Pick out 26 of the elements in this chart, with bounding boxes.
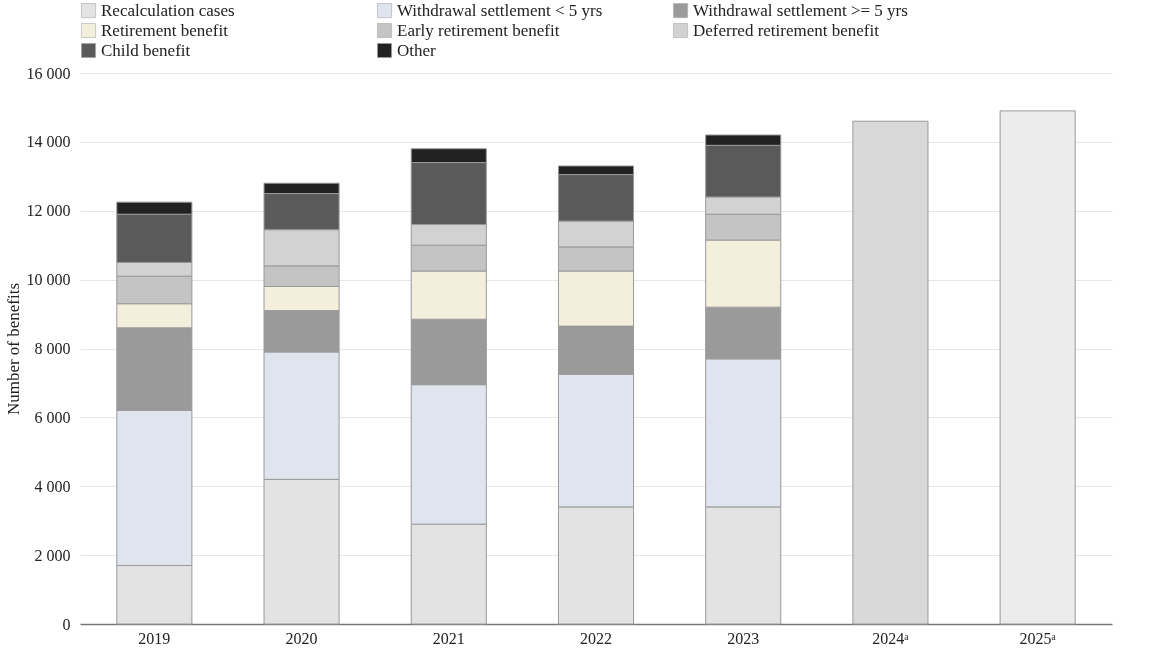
y-tick-label: 14 000 bbox=[26, 133, 71, 151]
legend-label: Deferred retirement benefit bbox=[693, 20, 880, 40]
y-tick-label: 12 000 bbox=[26, 202, 71, 220]
legend-label: Other bbox=[397, 40, 437, 60]
y-tick-label: 4 000 bbox=[34, 477, 71, 495]
y-tick-label: 8 000 bbox=[34, 340, 71, 357]
x-tick-label: 2020 bbox=[285, 629, 318, 647]
legend-label: Early retirement benefit bbox=[397, 20, 560, 40]
x-tick-label: 2022 bbox=[580, 629, 612, 647]
y-tick-label: 6 000 bbox=[34, 408, 71, 426]
x-tick-label: 2019 bbox=[138, 629, 171, 647]
legend-label: Child benefit bbox=[101, 40, 191, 60]
y-tick-label: 0 bbox=[62, 615, 71, 633]
x-tick-label: 2024ᵃ bbox=[872, 629, 910, 647]
y-tick-label: 2 000 bbox=[34, 546, 71, 564]
x-tick-label: 2025ᵃ bbox=[1019, 629, 1057, 647]
y-tick-label: 16 000 bbox=[26, 64, 71, 82]
x-tick-label: 2023 bbox=[727, 629, 760, 647]
legend-label: Withdrawal settlement < 5 yrs bbox=[397, 0, 603, 20]
x-tick-label: 2021 bbox=[432, 629, 465, 647]
legend-label: Retirement benefit bbox=[101, 20, 229, 40]
legend-label: Withdrawal settlement >= 5 yrs bbox=[693, 0, 908, 20]
legend-label: Recalculation cases bbox=[101, 0, 235, 20]
y-tick-label: 10 000 bbox=[26, 271, 71, 289]
y-axis-title: Number of benefits bbox=[3, 282, 23, 416]
bar bbox=[852, 120, 929, 625]
